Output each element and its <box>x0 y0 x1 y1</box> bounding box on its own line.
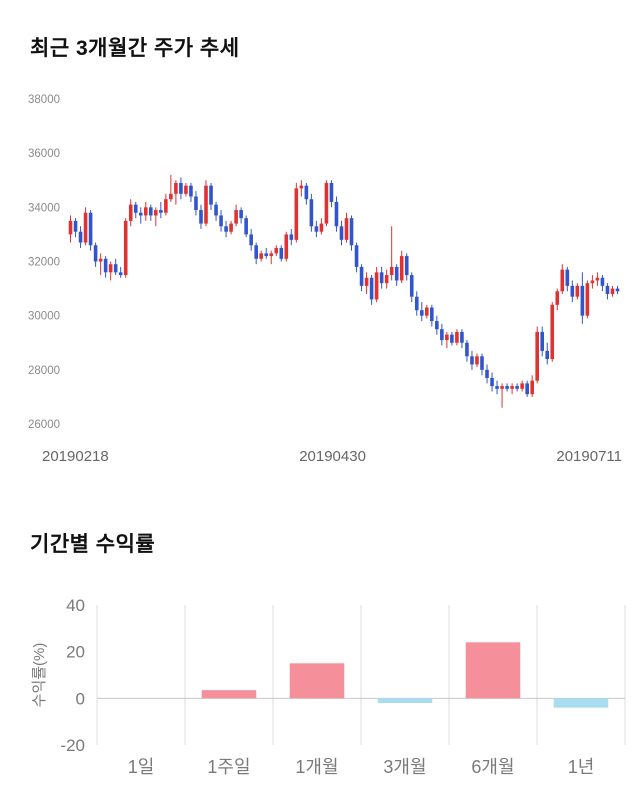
svg-text:34000: 34000 <box>28 202 60 214</box>
svg-text:26000: 26000 <box>28 419 60 431</box>
svg-text:수익률(%): 수익률(%) <box>31 643 48 708</box>
svg-text:1년: 1년 <box>568 757 595 777</box>
svg-text:1개월: 1개월 <box>295 757 338 777</box>
candlestick-chart: 38000 36000 34000 32000 30000 28000 26000 <box>28 94 620 431</box>
svg-text:-20: -20 <box>60 736 85 755</box>
x-axis-label-mid: 20190430 <box>299 448 366 465</box>
svg-text:36000: 36000 <box>28 148 60 160</box>
svg-text:3개월: 3개월 <box>383 757 426 777</box>
svg-text:30000: 30000 <box>28 311 60 323</box>
svg-text:38000: 38000 <box>28 94 60 106</box>
svg-text:1일: 1일 <box>128 757 155 777</box>
x-axis-label-end: 20190711 <box>556 448 622 465</box>
svg-text:0: 0 <box>76 689 85 708</box>
candlestick-x-axis: 20190218 20190430 20190711 <box>42 448 622 465</box>
price-trend-title: 최근 3개월간 주가 추세 <box>30 37 240 60</box>
svg-text:1주일: 1주일 <box>207 757 250 777</box>
svg-text:20: 20 <box>66 643 85 662</box>
svg-text:6개월: 6개월 <box>471 757 514 777</box>
svg-text:28000: 28000 <box>28 365 60 377</box>
returns-bar-chart: 40 20 0 -20 1일 1주일 1개월 3개월 6개월 1년 수익률(%) <box>31 596 626 777</box>
svg-text:40: 40 <box>66 596 85 615</box>
x-axis-label-start: 20190218 <box>42 448 109 465</box>
svg-text:32000: 32000 <box>28 257 60 269</box>
returns-title: 기간별 수익률 <box>30 533 156 556</box>
